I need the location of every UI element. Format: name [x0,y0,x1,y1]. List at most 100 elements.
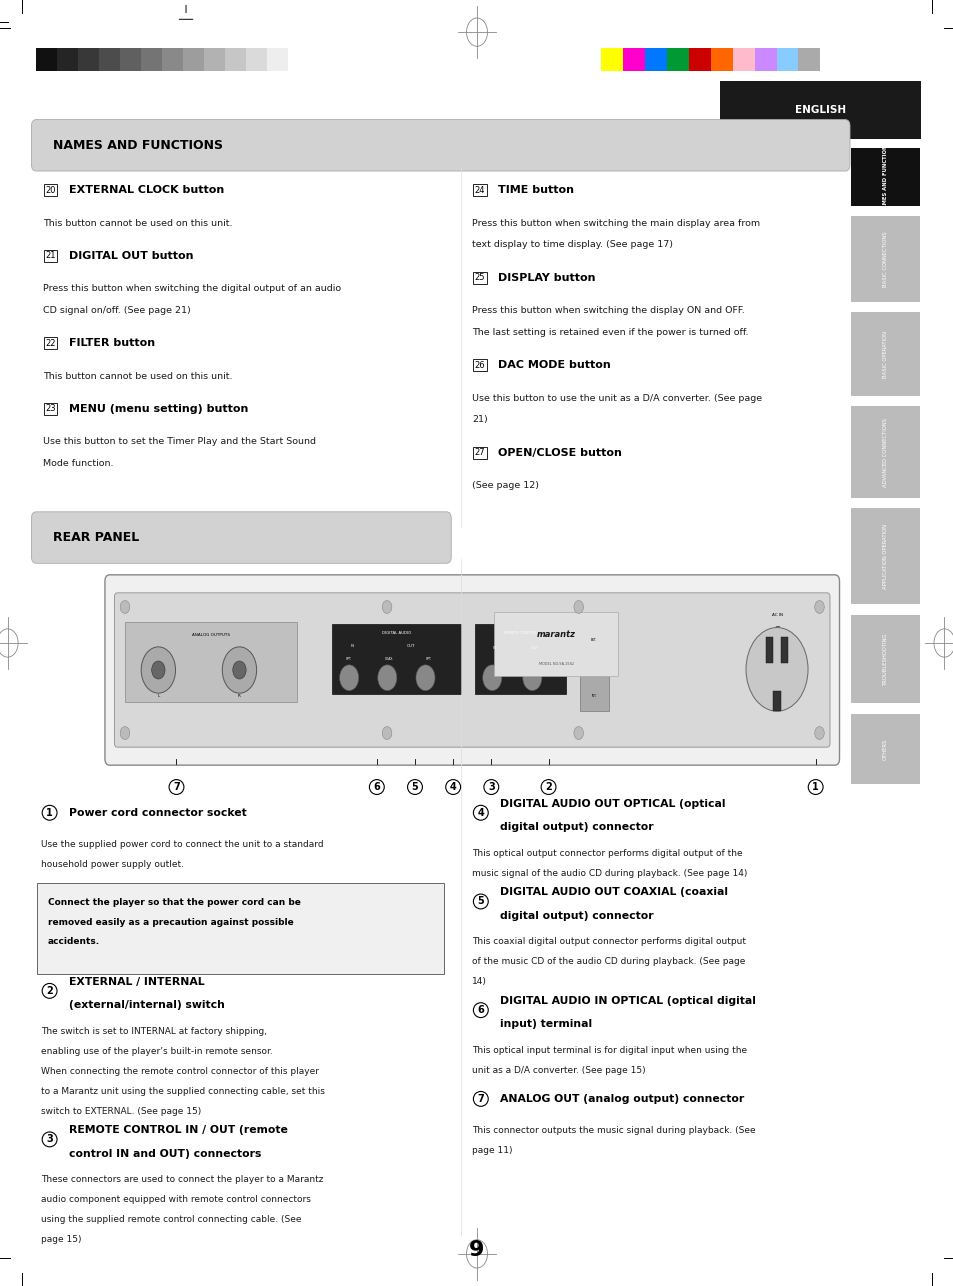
Text: ~: ~ [773,624,780,630]
Text: DIGITAL AUDIO OUT COAXIAL (coaxial: DIGITAL AUDIO OUT COAXIAL (coaxial [499,887,727,898]
Bar [776,48,798,71]
Bar [850,508,919,604]
Text: digital output) connector: digital output) connector [499,822,653,832]
Text: to a Marantz unit using the supplied connecting cable, set this: to a Marantz unit using the supplied con… [41,1087,325,1096]
Text: (See page 12): (See page 12) [472,481,538,490]
Text: 25: 25 [474,274,485,282]
Text: 5: 5 [476,896,484,907]
FancyBboxPatch shape [114,593,829,747]
Bar [666,48,688,71]
Text: 21: 21 [45,252,56,260]
Text: IN: IN [351,644,355,648]
Text: This button cannot be used on this unit.: This button cannot be used on this unit. [43,219,233,228]
Text: BASIC CONNECTIONS: BASIC CONNECTIONS [882,231,887,287]
Bar [754,48,776,71]
Text: FILTER button: FILTER button [69,338,154,349]
Bar [732,48,754,71]
Text: control IN and OUT) connectors: control IN and OUT) connectors [69,1148,261,1159]
Text: 2: 2 [544,782,552,792]
Text: 14): 14) [472,977,487,986]
FancyBboxPatch shape [31,512,451,563]
Circle shape [522,665,541,691]
Text: Press this button when switching the main display area from: Press this button when switching the mai… [472,219,760,228]
Bar [688,48,710,71]
Bar [600,48,622,71]
Text: 6: 6 [476,1006,484,1015]
Text: NAMES AND FUNCTIONS: NAMES AND FUNCTIONS [53,139,223,152]
Text: ANALOG OUTPUTS: ANALOG OUTPUTS [192,633,230,637]
Bar [99,48,120,71]
Circle shape [814,727,823,739]
Text: OPT.: OPT. [425,657,432,661]
Text: OUT: OUT [531,646,538,649]
Bar [579,628,608,711]
Text: This optical output connector performs digital output of the: This optical output connector performs d… [472,849,742,858]
Circle shape [482,665,501,691]
Bar [644,48,666,71]
Text: ADVANCED CONNECTIONS: ADVANCED CONNECTIONS [882,418,887,486]
Circle shape [120,727,130,739]
Bar [850,148,919,206]
Text: NAMES AND FUNCTIONS: NAMES AND FUNCTIONS [882,140,887,213]
Text: TROUBLESHOOTING: TROUBLESHOOTING [882,633,887,685]
Bar [225,48,246,71]
Text: ENGLISH: ENGLISH [794,105,845,114]
Bar [246,48,267,71]
Circle shape [120,601,130,613]
Bar [332,624,460,694]
Text: 24: 24 [474,186,485,194]
Text: enabling use of the player’s built-in remote sensor.: enabling use of the player’s built-in re… [41,1047,273,1056]
Text: INT.: INT. [591,694,597,698]
Text: This connector outputs the music signal during playback. (See: This connector outputs the music signal … [472,1127,755,1134]
Text: This button cannot be used on this unit.: This button cannot be used on this unit. [43,372,233,381]
Circle shape [382,727,392,739]
Text: R: R [237,694,241,698]
Bar [125,622,296,702]
Text: DIGITAL AUDIO IN OPTICAL (optical digital: DIGITAL AUDIO IN OPTICAL (optical digita… [499,997,755,1006]
Text: DIGITAL AUDIO OUT OPTICAL (optical: DIGITAL AUDIO OUT OPTICAL (optical [499,799,724,809]
Bar [183,48,204,71]
Circle shape [152,661,165,679]
Bar [764,638,772,664]
Text: DIGITAL OUT button: DIGITAL OUT button [69,251,193,261]
Text: OTHERS: OTHERS [882,738,887,760]
Text: TIME button: TIME button [497,185,574,195]
Text: Power cord connector socket: Power cord connector socket [69,808,246,818]
Text: 4: 4 [476,808,484,818]
Bar [850,714,919,784]
Circle shape [339,665,358,691]
Text: This coaxial digital output connector performs digital output: This coaxial digital output connector pe… [472,937,745,946]
Bar [850,615,919,703]
Bar [720,81,920,139]
Circle shape [382,601,392,613]
Circle shape [814,601,823,613]
Text: 4: 4 [449,782,456,792]
Text: DAC MODE button: DAC MODE button [497,360,610,370]
Text: page 15): page 15) [41,1236,81,1244]
Bar [850,216,919,302]
Text: Press this button when switching the digital output of an audio: Press this button when switching the dig… [43,284,341,293]
Text: input) terminal: input) terminal [499,1020,592,1029]
Text: EXTERNAL CLOCK button: EXTERNAL CLOCK button [69,185,224,195]
Text: 21): 21) [472,415,488,424]
Text: 7: 7 [172,782,180,792]
Text: OUT: OUT [407,644,415,648]
Text: page 11): page 11) [472,1146,512,1155]
Text: digital output) connector: digital output) connector [499,910,653,921]
FancyBboxPatch shape [105,575,839,765]
Text: Use this button to use the unit as a D/A converter. (See page: Use this button to use the unit as a D/A… [472,394,761,403]
Bar [583,648,604,676]
Text: MODEL NO.SA-15S2: MODEL NO.SA-15S2 [538,661,573,666]
Bar [850,406,919,498]
Text: 3: 3 [46,1134,53,1145]
Text: 9: 9 [469,1240,484,1260]
Bar [622,48,644,71]
Circle shape [222,647,256,693]
Text: music signal of the audio CD during playback. (See page 14): music signal of the audio CD during play… [472,869,747,877]
Text: 7: 7 [476,1094,484,1103]
Bar [780,638,787,664]
Text: AC IN: AC IN [771,613,781,617]
Text: EXTERNAL / INTERNAL: EXTERNAL / INTERNAL [69,977,204,986]
Text: of the music CD of the audio CD during playback. (See page: of the music CD of the audio CD during p… [472,958,745,966]
Text: 5: 5 [411,782,418,792]
